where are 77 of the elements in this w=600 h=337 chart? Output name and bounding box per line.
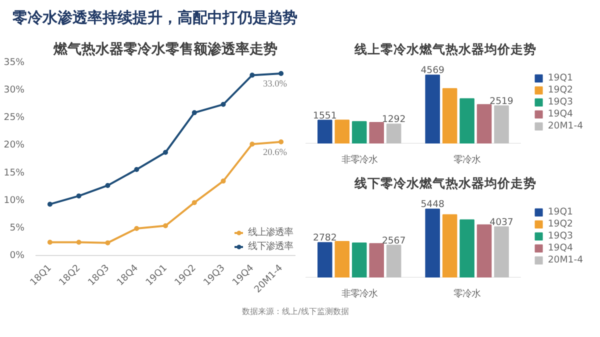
data-label: 1551 bbox=[313, 110, 337, 122]
bar bbox=[317, 120, 332, 144]
point bbox=[163, 223, 168, 228]
bar bbox=[425, 208, 440, 278]
x-tick-label: 零冷水 bbox=[454, 154, 481, 166]
y-tick-label: 5% bbox=[10, 222, 25, 234]
point bbox=[134, 226, 140, 231]
bar bbox=[494, 105, 509, 144]
data-label: 4037 bbox=[490, 216, 514, 228]
chart-title: 线下零冷水燃气热水器均价走势 bbox=[354, 176, 536, 190]
text: 19Q3 bbox=[548, 230, 573, 242]
legend-label: 19Q4 bbox=[548, 242, 573, 254]
data-label: 20.6% bbox=[262, 148, 288, 158]
point bbox=[250, 142, 255, 147]
point bbox=[220, 102, 226, 107]
y-tick-label: 35% bbox=[4, 57, 25, 68]
bar bbox=[494, 226, 509, 278]
point bbox=[47, 240, 52, 245]
point bbox=[47, 202, 52, 207]
data-label: 2567 bbox=[382, 235, 406, 246]
bar bbox=[442, 88, 458, 144]
bar bbox=[317, 242, 332, 278]
chart-title: 燃气热水器零冷水零售额渗透率走势 bbox=[52, 40, 278, 58]
point bbox=[105, 240, 110, 246]
legend-label: 19Q1 bbox=[548, 72, 573, 84]
point bbox=[163, 150, 168, 155]
source-note: 数据来源：线上/线下监测数据 bbox=[242, 307, 349, 316]
y-tick-label: 25% bbox=[4, 112, 25, 124]
point bbox=[76, 193, 82, 198]
point bbox=[76, 240, 82, 245]
point bbox=[192, 110, 197, 116]
text: 19Q2 bbox=[548, 218, 573, 230]
legend-label: 20M1-4 bbox=[548, 254, 583, 266]
data-label: 5448 bbox=[420, 199, 445, 210]
point bbox=[250, 72, 255, 78]
bar bbox=[386, 244, 402, 278]
x-tick-label: 非零冷水 bbox=[341, 154, 378, 166]
bar bbox=[352, 121, 367, 144]
bar bbox=[369, 122, 384, 144]
y-tick-label: 20% bbox=[4, 140, 25, 151]
point bbox=[220, 178, 226, 184]
data-label: 1292 bbox=[382, 114, 406, 126]
bar bbox=[460, 98, 474, 144]
bar bbox=[334, 241, 350, 278]
y-tick-label: 10% bbox=[4, 194, 25, 206]
legend-label: 19Q3 bbox=[548, 96, 573, 108]
legend-label: 线下渗透率 bbox=[248, 240, 293, 253]
data-label: 33.0% bbox=[262, 80, 288, 90]
bar bbox=[334, 120, 350, 144]
data-label: 4569 bbox=[420, 65, 445, 76]
bar bbox=[476, 224, 492, 278]
bar bbox=[476, 104, 492, 144]
x-tick-label: 非零冷水 bbox=[341, 288, 378, 300]
point bbox=[278, 139, 284, 144]
point bbox=[278, 71, 284, 76]
data-label: 2782 bbox=[313, 232, 337, 244]
legend-label: 19Q2 bbox=[548, 84, 573, 96]
data-label: 2519 bbox=[490, 96, 514, 107]
y-tick-label: 30% bbox=[4, 84, 25, 96]
y-tick-label: 15% bbox=[4, 167, 25, 178]
text: 19Q1 bbox=[548, 206, 573, 218]
x-tick-label: 零冷水 bbox=[454, 288, 481, 300]
point bbox=[134, 166, 140, 172]
y-tick-label: 0% bbox=[10, 250, 25, 261]
text: 零冷水渗透率持续提升，高配中打仍是趋势 bbox=[12, 8, 298, 26]
legend-label: 20M1-4 bbox=[548, 120, 583, 132]
bar bbox=[352, 242, 367, 278]
legend-label: 19Q4 bbox=[548, 108, 573, 120]
point bbox=[105, 182, 110, 188]
bar bbox=[442, 214, 458, 278]
bar bbox=[386, 124, 402, 144]
chart-title: 线上零冷水燃气热水器均价走势 bbox=[354, 42, 536, 56]
bar bbox=[369, 243, 384, 278]
point bbox=[192, 200, 197, 206]
bar bbox=[460, 219, 474, 278]
legend-label: 线上渗透率 bbox=[248, 226, 293, 239]
bar bbox=[425, 74, 440, 144]
